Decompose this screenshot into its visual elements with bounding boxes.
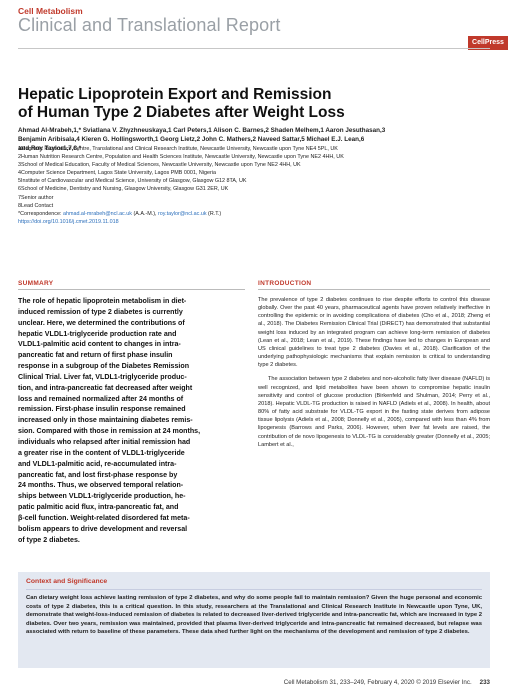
summary-line: The role of hepatic lipoprotein metaboli… — [18, 297, 187, 305]
correspondence-end: (R.T.) — [206, 210, 222, 217]
correspondence: *Correspondence: ahmad.al-mrabeh@ncl.ac.… — [18, 210, 490, 218]
summary-line: pancreatic fat and return of first phase… — [18, 351, 173, 360]
summary-line: of type 2 diabetes. — [18, 535, 80, 544]
context-heading: Context and Significance — [26, 578, 108, 585]
author-line: Ahmad Al-Mrabeh,1,* Sviatlana V. Zhyzhne… — [18, 127, 386, 134]
summary-line: and VLDL1-palmitic acid, re-accumulated … — [18, 459, 177, 468]
summary-divider — [18, 289, 245, 290]
page-number: 233 — [479, 679, 490, 686]
summary-line: hepatic VLDL1-triglyceride production ra… — [18, 329, 177, 338]
intro-paragraph: The prevalence of type 2 diabetes contin… — [258, 297, 490, 369]
affiliation: 4Computer Science Department, Lagos Stat… — [18, 170, 216, 177]
summary-line: Clinical Trial. Liver fat, VLDL1-triglyc… — [18, 372, 187, 381]
correspondence-label: *Correspondence: — [18, 210, 63, 217]
introduction-text: The prevalence of type 2 diabetes contin… — [258, 296, 490, 455]
affiliation: 1Magnetic Resonance Centre, Translationa… — [18, 146, 338, 152]
affiliation: 6School of Medicine, Dentistry and Nursi… — [18, 186, 229, 193]
footer-citation: Cell Metabolism 31, 233–249, February 4,… — [283, 679, 472, 686]
intro-paragraph: The association between type 2 diabetes … — [258, 376, 490, 448]
doi-link[interactable]: https://doi.org/10.1016/j.cmet.2019.11.0… — [18, 218, 119, 225]
summary-line: individuals who relapsed after initial r… — [18, 437, 191, 446]
introduction-heading: INTRODUCTION — [258, 280, 312, 287]
email-link-1[interactable]: ahmad.al-mrabeh@ncl.ac.uk — [62, 210, 132, 217]
context-divider — [26, 589, 482, 590]
summary-line: β-cell function. Weight-related disorder… — [18, 513, 190, 522]
affiliation: 2Human Nutrition Research Centre, Popula… — [18, 154, 344, 161]
summary-line: ships between VLDL1-triglyceride product… — [18, 492, 186, 501]
summary-line: tion, and intra-pancreatic fat decreased… — [18, 383, 193, 392]
publisher-logo: CellPress — [468, 36, 508, 50]
affiliation: 3School of Medical Education, Faculty of… — [18, 162, 301, 169]
summary-line: patic palmitic acid flux, intra-pancreat… — [18, 503, 179, 512]
journal-name: Cell Metabolism — [18, 6, 83, 16]
summary-line: 24 months. Thus, we observed temporal re… — [18, 481, 184, 490]
title-line: Hepatic Lipoprotein Export and Remission — [18, 86, 332, 103]
author-line: and Roy Taylor1,7,8,* — [18, 145, 82, 152]
author-line: Benjamin Aribisala,4 Kieren G. Hollingsw… — [18, 136, 365, 143]
summary-line: unclear. Here, we determined the contrib… — [18, 318, 185, 327]
affiliation: 8Lead Contact — [18, 202, 54, 209]
author-list: Ahmad Al-Mrabeh,1,* Sviatlana V. Zhyzhne… — [18, 126, 490, 153]
summary-line: loss and remained normalized after 24 mo… — [18, 394, 184, 403]
article-title: Hepatic Lipoprotein Export and Remission… — [18, 86, 488, 122]
summary-line: response in a subgroup of the Diabetes R… — [18, 362, 190, 371]
page-footer: Cell Metabolism 31, 233–249, February 4,… — [180, 679, 490, 686]
summary-line: VLDL1-palmitic acid content to changes i… — [18, 340, 181, 349]
summary-line: remission. First-phase insulin response … — [18, 405, 186, 414]
email-link-2[interactable]: roy.taylor@ncl.ac.uk — [158, 210, 207, 217]
summary-line: sion. Compared with those in remission a… — [18, 427, 201, 436]
affiliation: 5Institute of Cardiovascular and Medical… — [18, 178, 247, 185]
title-line: of Human Type 2 Diabetes after Weight Lo… — [18, 104, 345, 121]
context-box — [18, 572, 490, 668]
summary-line: bolism appears to drive development and … — [18, 524, 188, 533]
summary-text: The role of hepatic lipoprotein metaboli… — [18, 296, 245, 545]
article-type: Clinical and Translational Report — [18, 15, 281, 35]
affiliations: 1Magnetic Resonance Centre, Translationa… — [18, 145, 490, 226]
summary-line: a greater rise in the content of VLDL1-t… — [18, 448, 185, 457]
summary-line: induced remission of type 2 diabetes is … — [18, 307, 183, 316]
affiliation: 7Senior author — [18, 194, 54, 201]
summary-heading: SUMMARY — [18, 280, 54, 287]
correspondence-mid: (A.A.-M.), — [131, 210, 159, 217]
summary-line: pancreatic fat, and lost first-phase res… — [18, 470, 178, 479]
context-text: Can dietary weight loss achieve lasting … — [26, 595, 483, 635]
introduction-divider — [258, 289, 490, 290]
summary-line: increased only in those maintaining diab… — [18, 416, 193, 425]
header-divider — [18, 48, 490, 49]
